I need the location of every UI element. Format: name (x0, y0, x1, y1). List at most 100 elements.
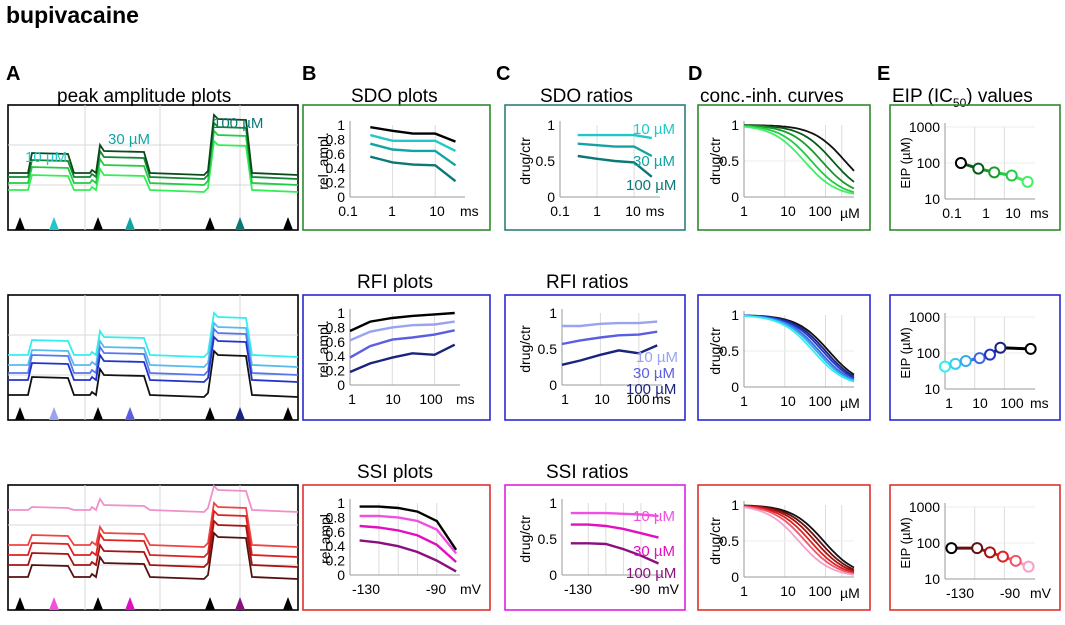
B_rfi-series-2 (349, 329, 455, 359)
B_sdo-xtick-0: 0.1 (338, 203, 358, 219)
C_rfi-ylabel: drug/ctr (517, 325, 533, 373)
E_ssi-ytick-2: 1000 (909, 499, 940, 515)
peak-ssi-trace-2 (8, 501, 299, 548)
C_rfi-ytick-0: 0 (549, 377, 557, 393)
E_ssi-point-1 (971, 542, 984, 555)
title-rfi-plots: RFI plots (357, 272, 434, 293)
C_ssi-ytick-2: 1 (549, 495, 557, 511)
E_ssi-xtick-0: -130 (946, 585, 974, 601)
D_ssi-curve-5 (743, 506, 855, 576)
panel-label-d: D (688, 63, 703, 85)
B_rfi-ytick-4: 0.8 (326, 319, 346, 335)
B_ssi-ytick-1: 0.2 (326, 553, 346, 569)
peak-ssi-trace-3 (8, 509, 299, 558)
E_rfi-point-1 (949, 357, 962, 370)
E_ssi-ytick-0: 10 (924, 571, 940, 587)
box-c-ssi (504, 484, 686, 611)
B_rfi-series-1 (349, 320, 455, 342)
C_sdo-ylabel: drug/ctr (517, 137, 533, 185)
D_ssi-ytick-0: 0 (731, 569, 739, 585)
ssi-ratio-label-100: 100 µM (626, 565, 676, 582)
D_sdo-curve-1 (744, 124, 855, 183)
E_ssi-point-2 (984, 546, 996, 559)
E_rfi-ylabel: EIP (µM) (898, 327, 913, 378)
E_sdo-point-4 (1021, 175, 1034, 188)
B_ssi-ytick-4: 0.8 (326, 509, 346, 525)
C_ssi-xlabel: mV (658, 581, 680, 597)
E_ssi-ytick-1: 100 (917, 535, 941, 551)
D_ssi-ytick-1: 0.5 (720, 533, 740, 549)
C_ssi-ytick-1: 0.5 (538, 531, 558, 547)
C_sdo-ytick-1: 0.5 (536, 153, 556, 169)
box-b-rfi (302, 294, 491, 421)
D_ssi-curve-2 (743, 505, 855, 573)
title-conc-inh: conc.-inh. curves (700, 86, 844, 107)
sdo-ratio-label-100: 100 µM (626, 177, 676, 194)
C_sdo-xtick-2: 10 (625, 203, 641, 219)
peak-sdo-trace-1 (8, 139, 299, 193)
E_ssi-ylabel: EIP (µM) (898, 517, 913, 568)
B_ssi-ytick-3: 0.6 (326, 524, 346, 540)
E_sdo-point-0 (954, 157, 967, 169)
E_ssi-xlabel: mV (1030, 585, 1052, 601)
D_rfi-ylabel: drug/ctr (707, 327, 723, 375)
B_rfi-xlabel: ms (456, 391, 475, 407)
figure-title: bupivacaine (6, 2, 139, 28)
C_ssi-ylabel: drug/ctr (517, 515, 533, 563)
E_sdo-ylabel: EIP (µM) (898, 137, 913, 188)
peak-ssi-marker-1 (15, 597, 25, 610)
box-d-rfi (697, 294, 871, 421)
box-c-sdo (504, 104, 686, 231)
peak-sdo-marker-6 (235, 217, 245, 230)
B_rfi-ytick-0: 0 (337, 377, 345, 393)
peak-annot-100uM: 100 µM (213, 115, 263, 132)
B_rfi-ytick-5: 1 (337, 305, 345, 321)
sdo-ratio-label-30: 30 µM (633, 153, 675, 170)
D_rfi-xtick-1: 10 (780, 393, 796, 409)
C_sdo-xtick-1: 1 (593, 203, 601, 219)
B_rfi-ylabel: rel. ampl. (315, 320, 331, 378)
C_ssi-ytick-0: 0 (549, 567, 557, 583)
B_ssi-series-2 (359, 524, 457, 563)
E_sdo-xlabel: ms (1030, 205, 1049, 221)
B_sdo-xtick-2: 10 (429, 203, 445, 219)
title-rfi-ratios: RFI ratios (546, 272, 629, 293)
D_ssi-xtick-2: 100 (808, 583, 832, 599)
peak-sdo-marker-3 (93, 217, 103, 230)
D_ssi-curve-4 (743, 505, 855, 575)
E_ssi-point-3 (996, 550, 1009, 563)
B_ssi-series-3 (359, 539, 457, 573)
title-eip: EIP (IC50) values (892, 86, 1033, 110)
peak-ssi-marker-2 (49, 597, 59, 610)
E_sdo-point-1 (972, 162, 985, 175)
peak-annot-10uM: 10 µM (25, 149, 67, 166)
D_sdo-ytick-2: 1 (731, 117, 739, 133)
B_rfi-xtick-2: 100 (419, 391, 443, 407)
B_rfi-ytick-2: 0.4 (326, 348, 346, 364)
title-sdo-ratios: SDO ratios (540, 86, 633, 107)
title-ssi-ratios: SSI ratios (546, 462, 629, 483)
E_sdo-xtick-2: 10 (1005, 205, 1021, 221)
E_rfi-ytick-1: 100 (917, 345, 941, 361)
E_rfi-ytick-0: 10 (924, 381, 940, 397)
C_rfi-xtick-1: 10 (594, 391, 610, 407)
B_ssi-xtick-1: -90 (426, 581, 446, 597)
B_ssi-ytick-2: 0.4 (326, 538, 346, 554)
B_rfi-xtick-0: 1 (348, 391, 356, 407)
E_sdo-xtick-1: 1 (982, 205, 990, 221)
D_sdo-curve-2 (743, 124, 855, 190)
D_sdo-curve-3 (743, 125, 855, 194)
peak-sdo-trace-4 (8, 113, 299, 176)
D_ssi-ylabel: drug/ctr (707, 517, 723, 565)
peak-annot-30uM: 30 µM (108, 131, 150, 148)
D_rfi-xlabel: µM (840, 395, 860, 411)
peak-sdo-marker-4 (125, 217, 135, 230)
D_sdo-xtick-1: 10 (780, 203, 796, 219)
peak-rfi-trace-5 (8, 349, 299, 398)
peak-ssi-marker-4 (125, 597, 135, 610)
C_sdo-series-0 (577, 133, 652, 140)
D_rfi-ytick-0: 0 (731, 379, 739, 395)
E_rfi-ytick-2: 1000 (909, 309, 940, 325)
C_ssi-series-2 (570, 542, 659, 565)
